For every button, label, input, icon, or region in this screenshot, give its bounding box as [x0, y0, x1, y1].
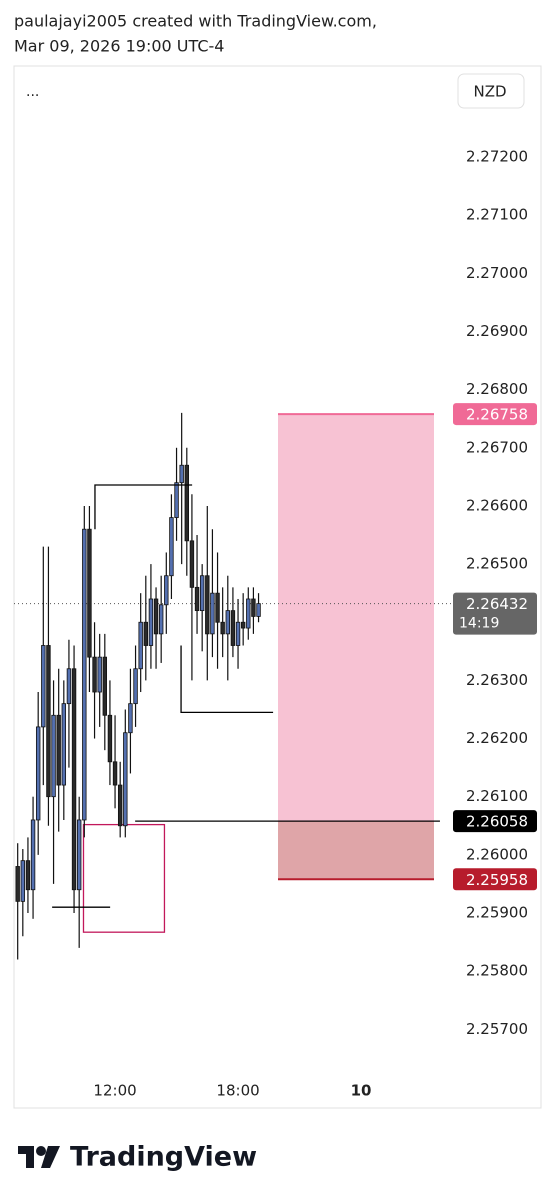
drawing-line — [94, 484, 193, 530]
y-tick-label: 2.26300 — [466, 671, 528, 689]
menu-button[interactable]: ... — [26, 84, 39, 100]
candle-body — [123, 732, 128, 827]
candle-body — [92, 656, 97, 693]
candle-body — [194, 586, 200, 612]
candle-body — [184, 464, 189, 542]
candle-body — [189, 540, 195, 588]
candle-body — [153, 598, 159, 635]
y-tick-label: 2.27000 — [466, 264, 528, 282]
profit-zone — [278, 414, 435, 822]
currency-box[interactable] — [457, 73, 525, 109]
y-tick-label: 2.26000 — [466, 845, 528, 863]
candle-body — [240, 621, 246, 629]
candle-body — [112, 761, 118, 786]
price-badge-label: 2.26058 — [466, 813, 528, 831]
candle-body — [41, 645, 46, 728]
plot: 2.25700 2.25800 2.25900 2.26000 2.26100 2.262… — [14, 148, 537, 1100]
candle-body — [225, 610, 230, 635]
y-tick-label: 2.27200 — [466, 148, 528, 166]
candle-body — [235, 621, 241, 646]
candle-body — [199, 575, 205, 612]
candle-body — [30, 819, 36, 891]
price-badge — [453, 810, 537, 833]
y-tick-label: 2.26800 — [466, 380, 528, 398]
y-tick-label: 2.25900 — [466, 903, 528, 921]
candle-body — [20, 860, 26, 902]
candle-body — [15, 866, 20, 902]
candle-body — [143, 621, 149, 646]
candle-body — [148, 598, 154, 646]
candle-body — [66, 668, 72, 705]
candle-body — [205, 575, 210, 635]
y-tick-label: 2.26500 — [466, 555, 528, 573]
candle-body — [169, 517, 174, 577]
candle-body — [82, 528, 87, 821]
currency-label[interactable]: NZD — [473, 83, 506, 101]
candle-body — [25, 860, 31, 891]
y-tick-label: 2.26900 — [466, 322, 528, 340]
candle-body — [35, 726, 41, 821]
candle-body — [51, 714, 56, 798]
y-tick-label: 2.26200 — [466, 729, 528, 747]
drawing-line — [180, 645, 274, 714]
candle-body — [179, 464, 184, 484]
y-tick-label: 2.25800 — [466, 962, 528, 980]
y-tick-label: 2.26700 — [466, 438, 528, 456]
current-price-label: 2.26432 — [466, 595, 528, 613]
y-tick-label: 2.27100 — [466, 206, 528, 224]
y-tick-label: 2.26100 — [466, 787, 528, 805]
candle-body — [164, 575, 169, 606]
header-line: Mar 09, 2026 19:00 UTC-4 — [14, 37, 224, 56]
candle-body — [246, 598, 251, 629]
countdown-label: 14:19 — [459, 616, 499, 632]
x-tick-label: 10 — [351, 1082, 372, 1100]
candle-body — [117, 784, 123, 827]
candle-body — [174, 482, 179, 518]
candle-body — [133, 668, 138, 705]
y-tick-label: 2.25700 — [466, 1020, 528, 1038]
current-price-badge — [453, 592, 537, 635]
price-badge — [453, 868, 537, 891]
candle-body — [97, 656, 102, 693]
chart-frame — [13, 65, 542, 1109]
candle-body — [56, 714, 61, 786]
candle-body — [102, 656, 108, 716]
price-badge — [453, 403, 537, 426]
price-badge-label: 2.25958 — [466, 871, 528, 889]
y-tick-label: 2.26600 — [466, 496, 528, 514]
candle-body — [46, 645, 51, 798]
candle-body — [71, 668, 77, 891]
candle-body — [230, 610, 236, 646]
candle-body — [210, 592, 215, 635]
candle-body — [256, 603, 261, 617]
candle-body — [61, 703, 67, 786]
candle-body — [251, 598, 256, 617]
candle-body — [76, 819, 82, 891]
header-line: paulajayi2005 created with TradingView.c… — [14, 12, 377, 31]
x-tick-label: 18:00 — [216, 1082, 259, 1100]
candle-body — [138, 621, 143, 670]
price-badge-label: 2.26758 — [466, 406, 528, 424]
candle-body — [215, 592, 220, 623]
candle-body — [158, 604, 164, 635]
x-tick-label: 12:00 — [93, 1082, 136, 1100]
footer-brand: TradingView — [70, 1142, 257, 1173]
footer-logo — [18, 1146, 60, 1168]
candle-body — [87, 528, 92, 658]
loss-zone — [278, 821, 435, 880]
candle-body — [128, 703, 133, 734]
candle-body — [220, 621, 225, 635]
candle-body — [107, 714, 113, 763]
